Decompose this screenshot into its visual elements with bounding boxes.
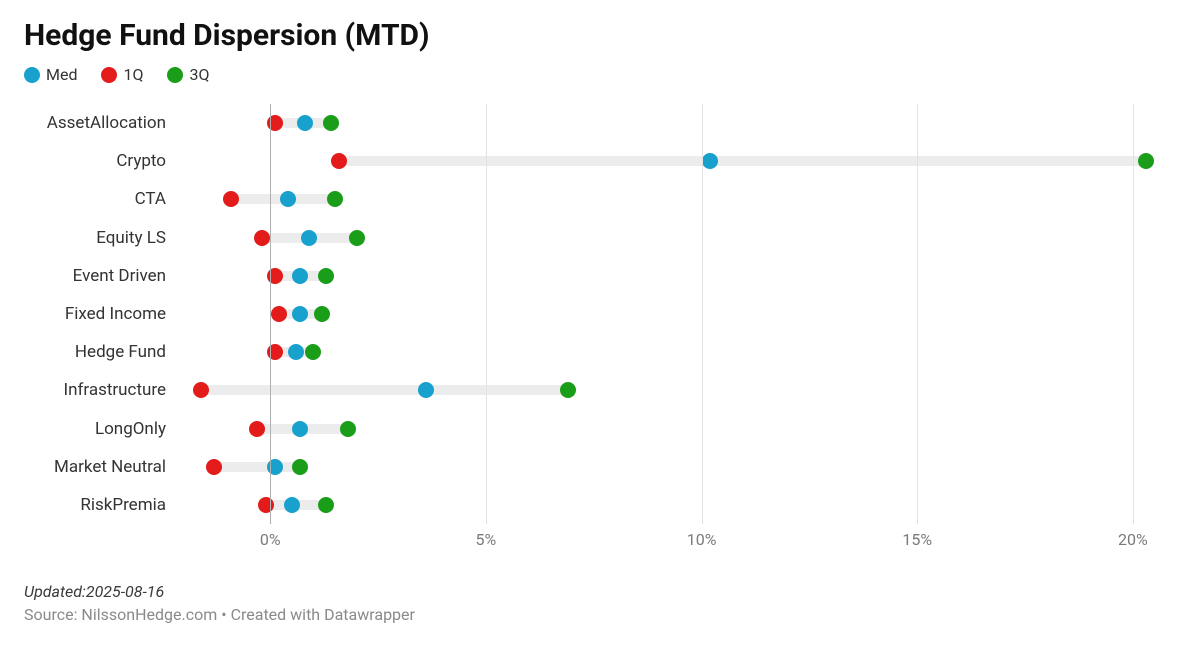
- gridline: [702, 104, 703, 524]
- dot-med: [297, 115, 313, 131]
- category-label: Fixed Income: [24, 295, 184, 333]
- legend-swatch-q3: [167, 67, 183, 83]
- plot-area: [184, 104, 1176, 524]
- chart-row: [184, 410, 1176, 448]
- category-label: Event Driven: [24, 257, 184, 295]
- chart-row: [184, 104, 1176, 142]
- chart-row: [184, 180, 1176, 218]
- dot-med: [418, 382, 434, 398]
- dot-q3: [318, 268, 334, 284]
- dot-med: [301, 230, 317, 246]
- category-label: AssetAllocation: [24, 104, 184, 142]
- range-bar: [201, 385, 568, 395]
- chart-row: [184, 142, 1176, 180]
- category-label: Infrastructure: [24, 371, 184, 409]
- updated-text: Updated:2025-08-16: [24, 582, 1176, 601]
- dot-med: [267, 459, 283, 475]
- dot-med: [292, 306, 308, 322]
- dot-q1: [331, 153, 347, 169]
- chart-row: [184, 257, 1176, 295]
- chart-row: [184, 219, 1176, 257]
- x-tick-label: 10%: [687, 530, 717, 549]
- chart-footer: Updated:2025-08-16 Source: NilssonHedge.…: [24, 582, 1176, 624]
- dot-q1: [271, 306, 287, 322]
- legend-label-q1: 1Q: [123, 65, 143, 84]
- category-label: Equity LS: [24, 219, 184, 257]
- dot-q3: [318, 497, 334, 513]
- dot-q3: [292, 459, 308, 475]
- chart-row: [184, 371, 1176, 409]
- chart-container: Hedge Fund Dispersion (MTD) Med 1Q 3Q Asse…: [0, 0, 1200, 666]
- dot-med: [280, 191, 296, 207]
- legend-swatch-med: [24, 67, 40, 83]
- category-label: Hedge Fund: [24, 333, 184, 371]
- dot-q3: [314, 306, 330, 322]
- gridline: [917, 104, 918, 524]
- dot-q1: [206, 459, 222, 475]
- dot-q3: [560, 382, 576, 398]
- legend-label-q3: 3Q: [189, 65, 209, 84]
- x-tick-label: 20%: [1118, 530, 1148, 549]
- legend: Med 1Q 3Q: [24, 65, 1176, 84]
- dot-q1: [267, 115, 283, 131]
- category-label: CTA: [24, 180, 184, 218]
- gridline: [486, 104, 487, 524]
- dot-q1: [223, 191, 239, 207]
- dot-q3: [349, 230, 365, 246]
- dot-q1: [267, 344, 283, 360]
- x-tick-label: 5%: [476, 530, 497, 549]
- x-tick-label: 0%: [260, 530, 281, 549]
- dot-med: [292, 421, 308, 437]
- source-text: Source: NilssonHedge.com • Created with …: [24, 605, 1176, 624]
- chart-row: [184, 295, 1176, 333]
- legend-item-q1: 1Q: [101, 65, 143, 84]
- gridline: [270, 104, 271, 524]
- legend-swatch-q1: [101, 67, 117, 83]
- category-label: Crypto: [24, 142, 184, 180]
- chart-title: Hedge Fund Dispersion (MTD): [24, 18, 1176, 53]
- range-bar: [339, 156, 1146, 166]
- category-label: RiskPremia: [24, 486, 184, 524]
- category-label: Market Neutral: [24, 448, 184, 486]
- dot-q3: [327, 191, 343, 207]
- dot-q1: [254, 230, 270, 246]
- range-bar: [214, 462, 300, 472]
- chart-area: AssetAllocationCryptoCTAEquity LSEvent D…: [24, 104, 1176, 524]
- category-label: LongOnly: [24, 410, 184, 448]
- x-tick-label: 15%: [902, 530, 932, 549]
- dot-med: [288, 344, 304, 360]
- chart-row: [184, 448, 1176, 486]
- dot-q3: [340, 421, 356, 437]
- dot-med: [284, 497, 300, 513]
- x-axis: 0% 5% 10% 15% 20%: [184, 524, 1176, 552]
- chart-row: [184, 486, 1176, 524]
- dot-q1: [249, 421, 265, 437]
- dot-q1: [193, 382, 209, 398]
- legend-item-q3: 3Q: [167, 65, 209, 84]
- dot-q1: [267, 268, 283, 284]
- legend-label-med: Med: [46, 65, 77, 84]
- dot-med: [292, 268, 308, 284]
- y-axis-labels: AssetAllocationCryptoCTAEquity LSEvent D…: [24, 104, 184, 524]
- dot-q1: [258, 497, 274, 513]
- legend-item-med: Med: [24, 65, 77, 84]
- chart-row: [184, 333, 1176, 371]
- dot-med: [702, 153, 718, 169]
- gridline: [1133, 104, 1134, 524]
- dot-q3: [1138, 153, 1154, 169]
- dot-q3: [305, 344, 321, 360]
- dot-q3: [323, 115, 339, 131]
